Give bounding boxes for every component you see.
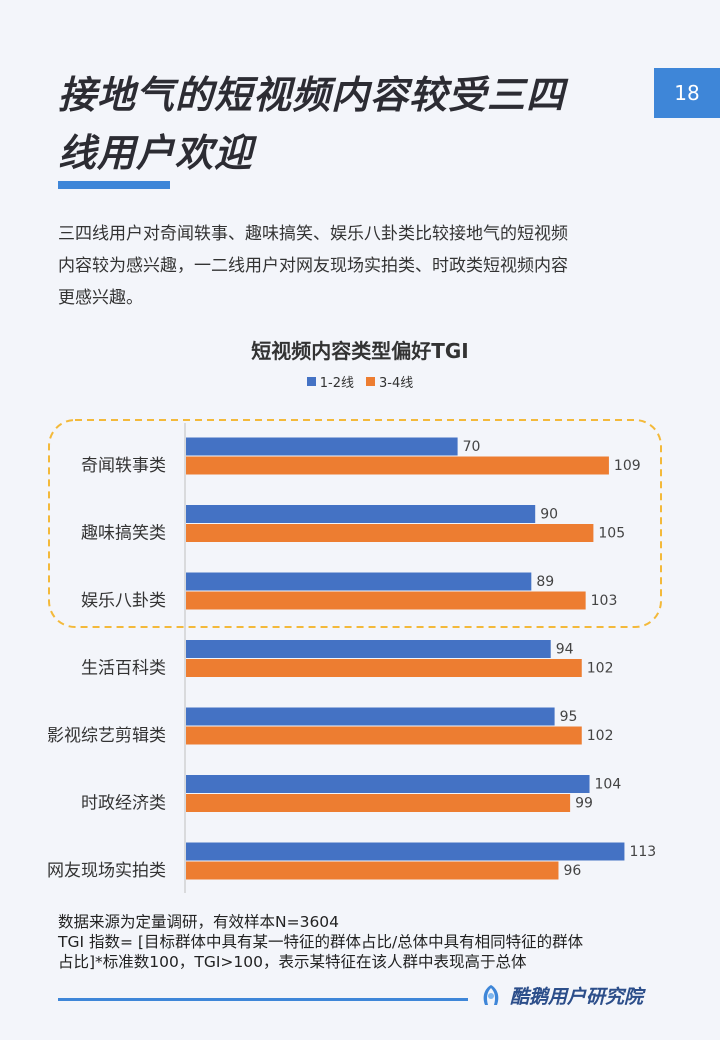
highlight-box [48, 419, 662, 628]
data-label-series-2: 109 [614, 458, 641, 474]
data-label-series-2: 103 [591, 593, 618, 609]
bar-series-1 [186, 707, 555, 726]
page-number: 18 [654, 68, 720, 118]
bar-series-1 [186, 505, 536, 523]
bar-series-1 [186, 437, 458, 456]
penguin-logo-icon [483, 984, 499, 1005]
bar-series-2 [186, 456, 609, 475]
data-label-series-1: 70 [463, 439, 481, 455]
category-label: 网友现场实拍类 [47, 861, 166, 881]
footnote: 数据来源为定量调研，有效样本N=3604 TGI 指数= [目标群体中具有某一特… [58, 912, 698, 972]
data-label-series-2: 102 [587, 661, 614, 677]
category-label: 娱乐八卦类 [81, 591, 166, 611]
footnote-line-3: 占比]*标准数100，TGI>100，表示某特征在该人群中表现高于总体 [58, 953, 527, 971]
bar-series-1 [186, 640, 551, 658]
data-label-series-1: 113 [629, 844, 656, 860]
data-label-series-1: 94 [556, 642, 574, 658]
intro-line-2: 内容较为感兴趣，一二线用户对网友现场实拍类、时政类短视频内容 [58, 256, 568, 276]
legend-label-series-2: 3-4线 [379, 376, 414, 391]
bar-series-2 [186, 861, 559, 880]
title-line-2: 线用户欢迎 [58, 131, 254, 175]
brand-name: 酷鹅用户研究院 [510, 986, 644, 1008]
brand-footer: 酷鹅用户研究院 [478, 982, 643, 1009]
category-label: 趣味搞笑类 [81, 524, 166, 544]
legend-swatch-series-1 [306, 377, 316, 386]
category-label: 生活百科类 [81, 659, 166, 679]
intro-paragraph: 三四线用户对奇闻轶事、趣味搞笑、娱乐八卦类比较接地气的短视频 内容较为感兴趣，一… [58, 218, 668, 314]
footnote-line-2: TGI 指数= [目标群体中具有某一特征的群体占比/总体中具有相同特征的群体 [58, 933, 584, 951]
legend-item-series-2: 3-4线 [366, 372, 413, 391]
data-label-series-1: 104 [595, 777, 622, 793]
chart-legend: 1-2线 3-4线 [0, 372, 720, 391]
data-label-series-1: 90 [540, 507, 558, 523]
legend-item-series-1: 1-2线 [306, 372, 354, 391]
legend-swatch-series-2 [366, 377, 375, 386]
legend-label-series-1: 1-2线 [319, 376, 354, 391]
data-label-series-1: 89 [536, 574, 554, 590]
bar-series-2 [186, 659, 582, 677]
category-label: 奇闻轶事类 [81, 456, 166, 476]
footnote-line-1: 数据来源为定量调研，有效样本N=3604 [58, 913, 340, 931]
intro-line-3: 更感兴趣。 [58, 288, 143, 308]
data-label-series-2: 105 [598, 526, 625, 542]
chart-title: 短视频内容类型偏好TGI [251, 339, 469, 363]
data-label-series-2: 102 [587, 728, 614, 744]
title-line-1: 接地气的短视频内容较受三四 [58, 73, 566, 117]
footer-divider [58, 998, 468, 1001]
bar-series-2 [186, 524, 594, 542]
bar-series-2 [186, 794, 571, 812]
category-label: 影视综艺剪辑类 [47, 726, 166, 746]
data-label-series-2: 96 [563, 863, 581, 879]
bar-series-2 [186, 591, 586, 610]
title-underline [58, 181, 170, 189]
data-label-series-1: 95 [560, 709, 578, 725]
page-title: 接地气的短视频内容较受三四 线用户欢迎 [58, 66, 638, 182]
data-label-series-2: 99 [575, 796, 593, 812]
category-label: 时政经济类 [81, 794, 166, 814]
bar-series-1 [186, 572, 532, 591]
intro-line-1: 三四线用户对奇闻轶事、趣味搞笑、娱乐八卦类比较接地气的短视频 [58, 224, 568, 244]
bar-series-1 [186, 775, 590, 793]
bar-series-2 [186, 726, 582, 745]
bar-series-1 [186, 842, 625, 861]
